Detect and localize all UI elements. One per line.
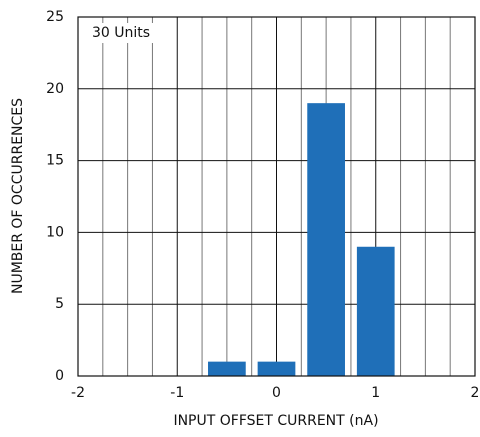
y-tick-label: 10 xyxy=(46,224,64,240)
x-axis-label: INPUT OFFSET CURRENT (nA) xyxy=(173,413,378,429)
bar xyxy=(208,361,246,376)
bar xyxy=(356,246,395,376)
x-tick-label: 1 xyxy=(371,385,380,401)
plot-frame xyxy=(77,16,476,377)
annotation: 30 Units xyxy=(92,25,150,41)
bar xyxy=(307,103,345,376)
y-axis-label: NUMBER OF OCCURRENCES xyxy=(10,98,26,294)
y-tick-label: 15 xyxy=(46,153,64,169)
y-tick-label: 25 xyxy=(46,9,64,25)
annotation-background xyxy=(88,23,170,43)
bar xyxy=(257,361,296,376)
x-tick-label: 0 xyxy=(272,385,281,401)
x-tick-label: -2 xyxy=(71,385,85,401)
x-tick-label: 2 xyxy=(471,385,480,401)
x-tick-label: -1 xyxy=(170,385,184,401)
y-tick-label: 20 xyxy=(46,81,64,97)
y-tick-label: 0 xyxy=(55,368,64,384)
y-tick-label: 5 xyxy=(55,296,64,312)
